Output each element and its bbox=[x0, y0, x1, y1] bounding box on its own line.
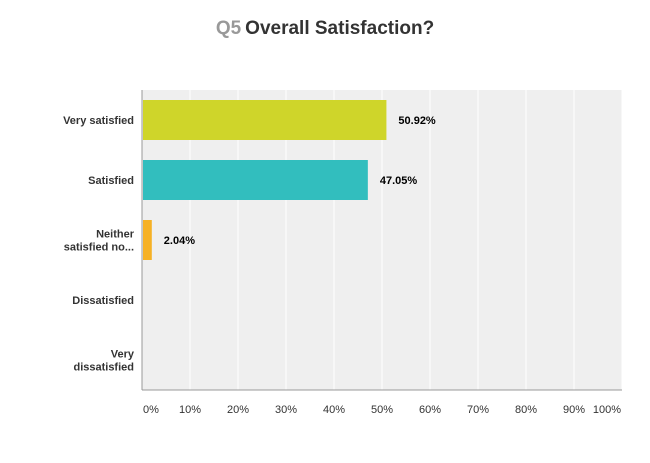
data-label: 2.04% bbox=[164, 235, 195, 247]
question-title: Overall Satisfaction? bbox=[245, 18, 435, 39]
x-tick-label: 30% bbox=[275, 404, 297, 416]
category-label: Neither bbox=[96, 229, 135, 241]
x-tick-label: 100% bbox=[593, 404, 621, 416]
x-tick-label: 0% bbox=[143, 404, 159, 416]
category-label: Very satisfied bbox=[63, 115, 134, 127]
category-label: dissatisfied bbox=[73, 362, 134, 374]
data-label: 50.92% bbox=[398, 115, 436, 127]
category-label: Very bbox=[111, 349, 135, 361]
x-tick-label: 40% bbox=[323, 404, 345, 416]
category-label: satisfied no... bbox=[64, 242, 134, 254]
category-label: Satisfied bbox=[88, 175, 134, 187]
x-tick-label: 50% bbox=[371, 404, 393, 416]
bar bbox=[143, 160, 368, 200]
bar bbox=[143, 220, 152, 260]
x-tick-label: 70% bbox=[467, 404, 489, 416]
x-tick-label: 60% bbox=[419, 404, 441, 416]
x-tick-label: 10% bbox=[179, 404, 201, 416]
data-label: 47.05% bbox=[380, 175, 418, 187]
x-tick-label: 80% bbox=[515, 404, 537, 416]
x-tick-label: 20% bbox=[227, 404, 249, 416]
category-label: Dissatisfied bbox=[72, 295, 134, 307]
question-number: Q5 bbox=[215, 18, 242, 39]
bar bbox=[143, 100, 387, 140]
chart-title: Q5 Overall Satisfaction? bbox=[0, 18, 650, 40]
x-tick-label: 90% bbox=[563, 404, 585, 416]
